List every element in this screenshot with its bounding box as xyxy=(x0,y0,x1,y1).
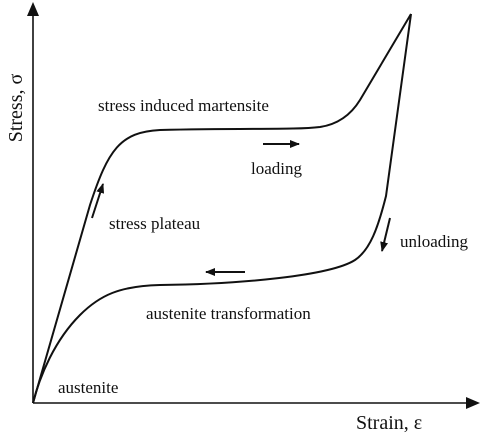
stress-plateau-arrow xyxy=(91,183,105,219)
stress-plateau-label: stress plateau xyxy=(109,214,201,233)
unloading-label: unloading xyxy=(400,232,468,251)
loading-curve xyxy=(32,13,412,404)
unloading-arrow xyxy=(380,217,391,252)
x-axis-arrow xyxy=(466,397,480,409)
loading-label: loading xyxy=(251,159,302,178)
austenite-label: austenite xyxy=(58,378,118,397)
stress-induced-martensite-label: stress induced martensite xyxy=(98,96,269,115)
y-axis-arrow xyxy=(27,2,39,16)
y-axis-title: Stress, σ xyxy=(5,74,27,143)
unloading-curve xyxy=(32,13,412,404)
austenite-transformation-label: austenite transformation xyxy=(146,304,311,323)
x-axis-title: Strain, ε xyxy=(356,412,422,434)
